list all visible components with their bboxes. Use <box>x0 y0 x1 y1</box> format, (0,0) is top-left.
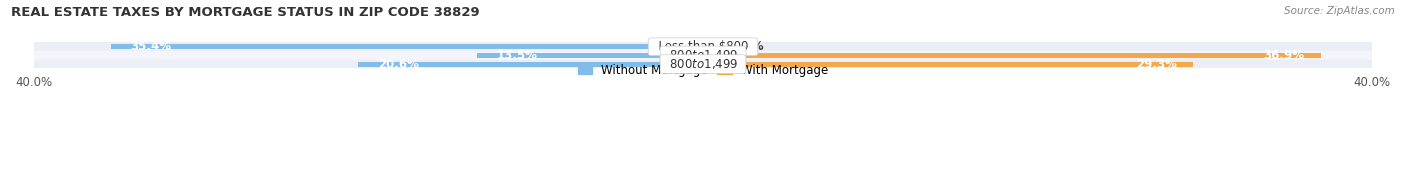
Bar <box>34 43 1372 51</box>
Text: 13.5%: 13.5% <box>498 49 538 62</box>
Text: $800 to $1,499: $800 to $1,499 <box>662 57 744 71</box>
Bar <box>34 60 1372 68</box>
Text: Less than $800: Less than $800 <box>651 40 755 53</box>
Text: Source: ZipAtlas.com: Source: ZipAtlas.com <box>1284 6 1395 16</box>
Text: 35.4%: 35.4% <box>131 40 172 53</box>
Bar <box>359 62 703 67</box>
Legend: Without Mortgage, With Mortgage: Without Mortgage, With Mortgage <box>574 59 832 81</box>
Bar <box>703 53 1320 58</box>
Bar <box>111 44 703 49</box>
Text: 29.3%: 29.3% <box>1136 58 1177 71</box>
Bar <box>34 51 1372 60</box>
Bar <box>703 44 714 49</box>
Text: REAL ESTATE TAXES BY MORTGAGE STATUS IN ZIP CODE 38829: REAL ESTATE TAXES BY MORTGAGE STATUS IN … <box>11 6 479 19</box>
Text: 20.6%: 20.6% <box>378 58 419 71</box>
Text: 0.7%: 0.7% <box>731 40 763 53</box>
Text: $800 to $1,499: $800 to $1,499 <box>662 48 744 63</box>
Bar <box>477 53 703 58</box>
Text: 36.9%: 36.9% <box>1263 49 1303 62</box>
Bar <box>703 62 1194 67</box>
